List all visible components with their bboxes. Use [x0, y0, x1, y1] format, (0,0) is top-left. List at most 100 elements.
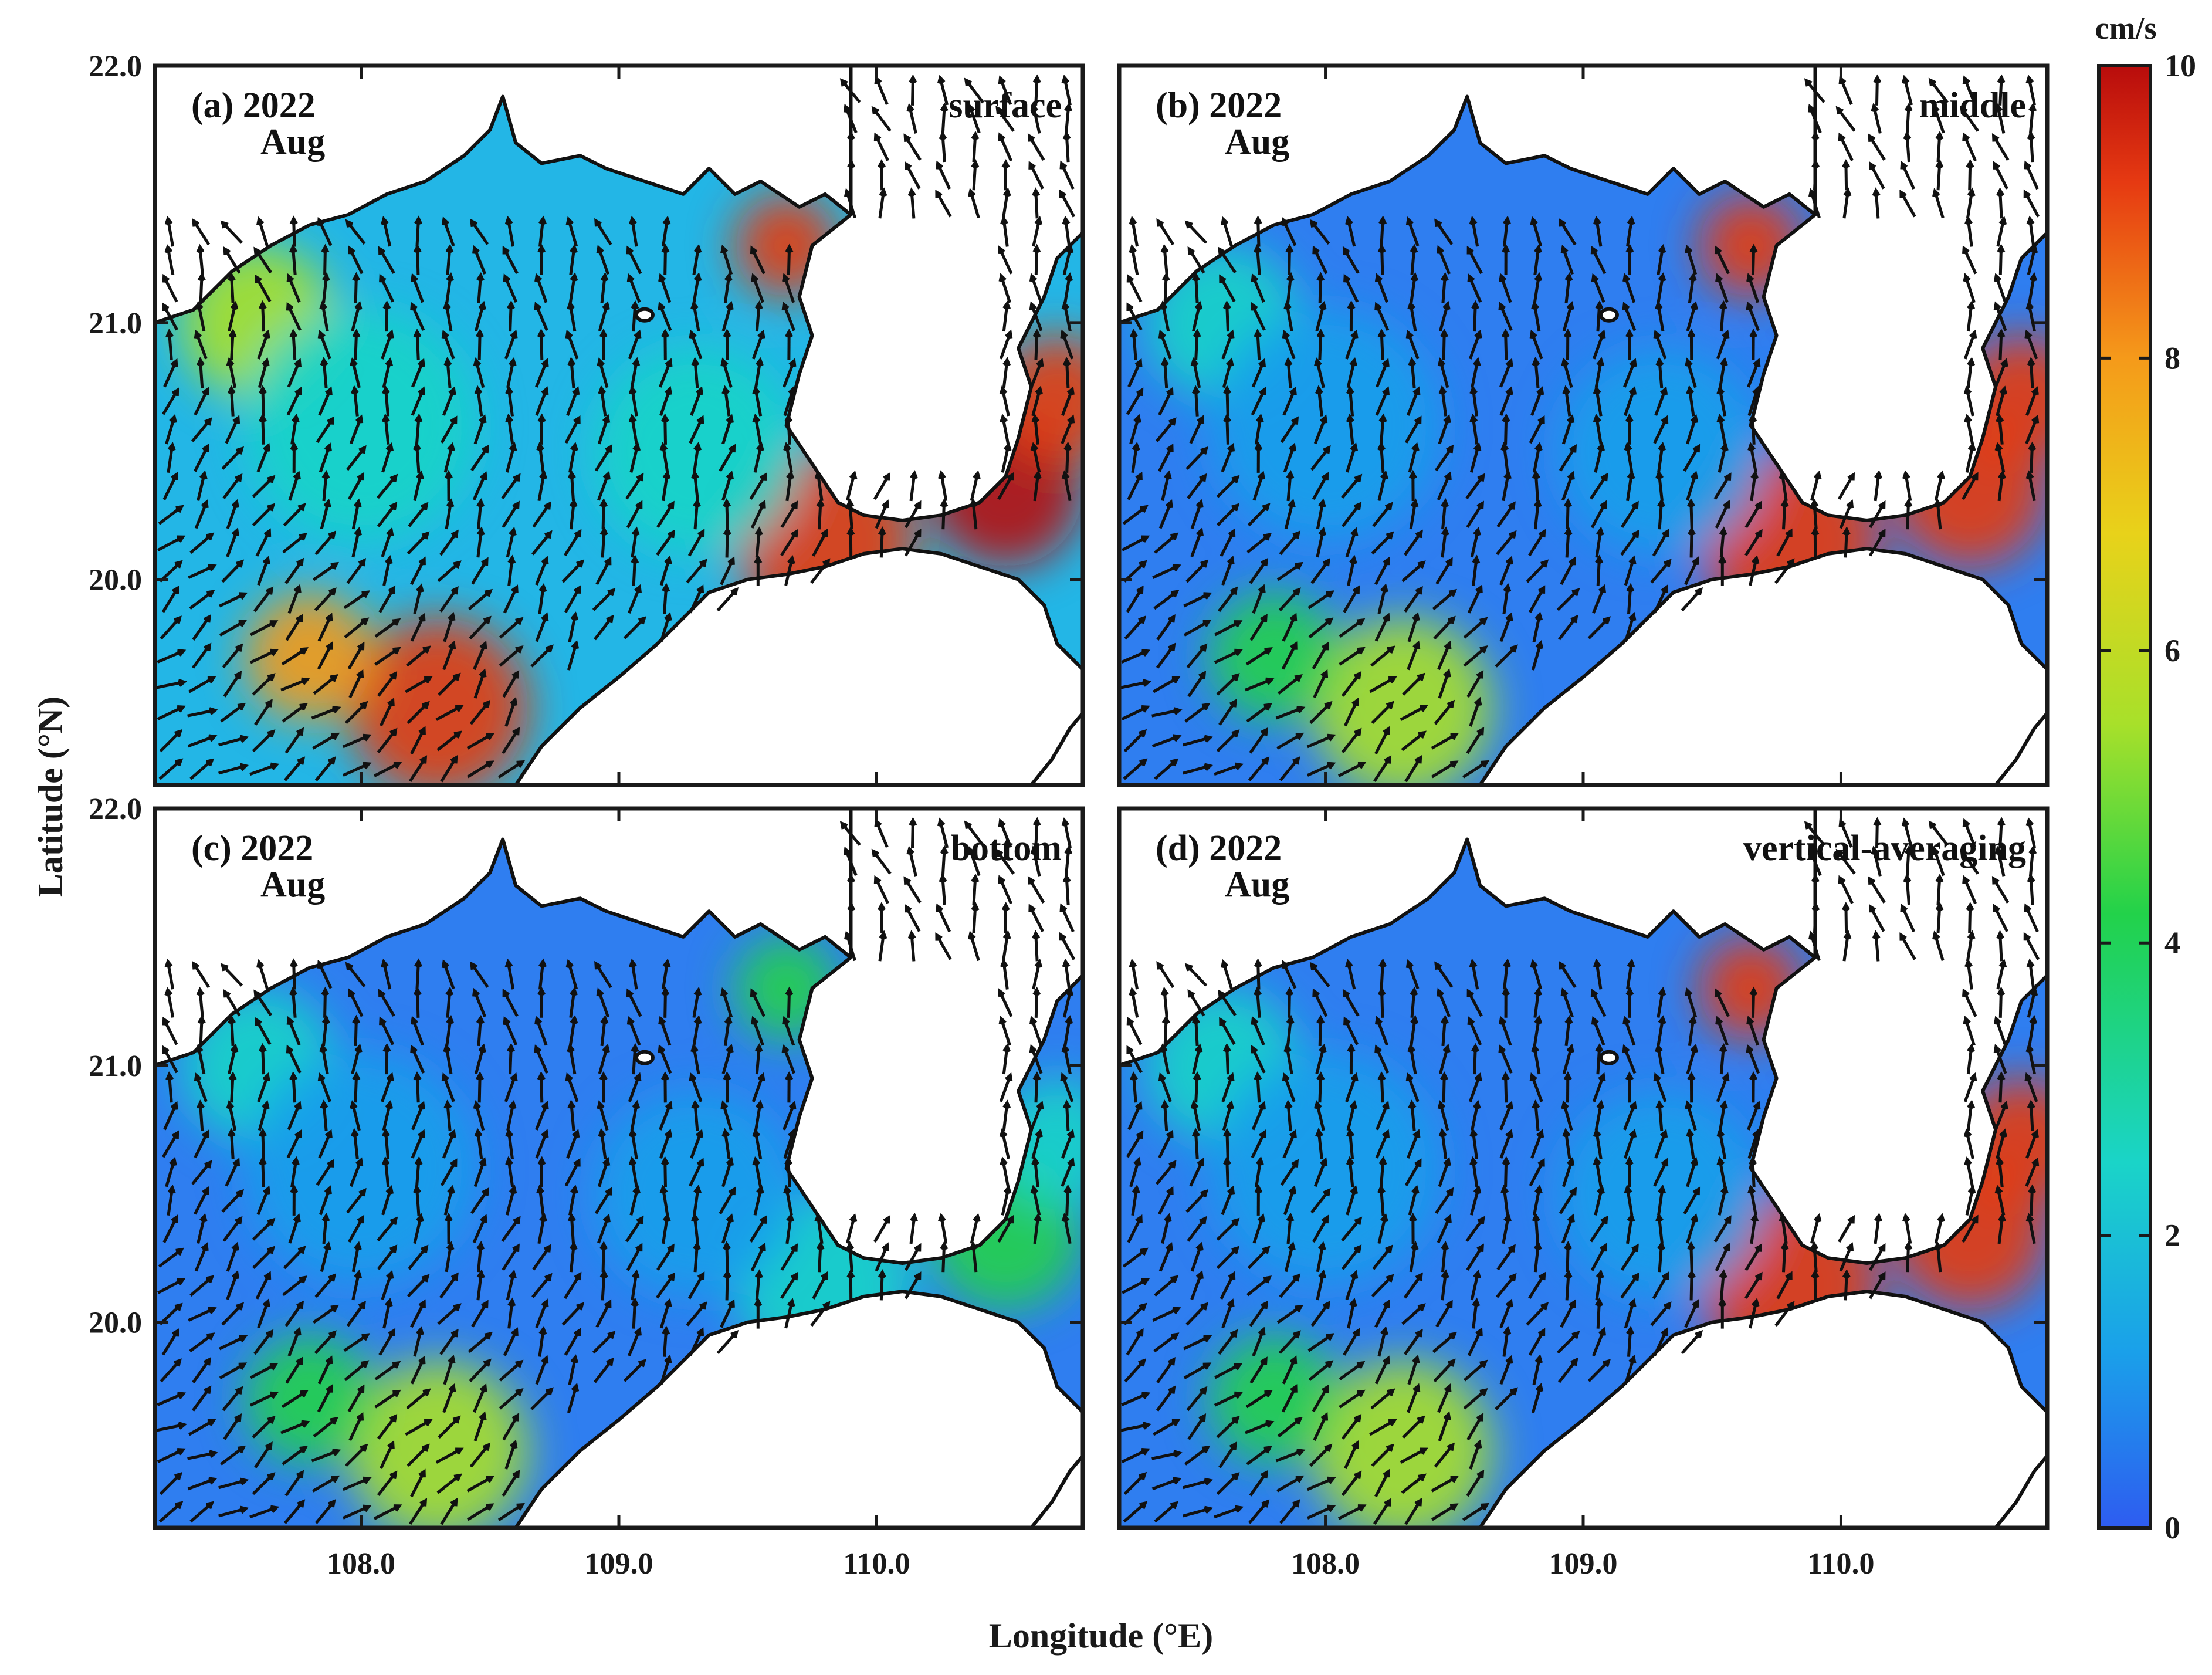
current-vector	[354, 275, 358, 303]
current-vector-head	[1346, 385, 1354, 394]
current-vector-head	[267, 503, 276, 512]
current-vector-head	[317, 960, 325, 969]
current-vector-head	[1719, 1269, 1727, 1278]
current-vector-head	[1996, 413, 2004, 423]
current-vector-head	[1324, 701, 1333, 709]
current-vector-head	[2000, 358, 2008, 367]
current-vector-head	[1309, 962, 1318, 970]
current-vector	[716, 588, 738, 612]
current-vector-head	[1184, 963, 1193, 972]
current-vector	[188, 1419, 215, 1436]
current-vector	[1654, 1131, 1667, 1159]
current-vector	[1183, 764, 1211, 775]
current-vector	[623, 617, 646, 639]
current-vector-head	[1231, 1416, 1240, 1424]
current-vector-head	[1133, 414, 1141, 424]
current-vector-head	[631, 1269, 640, 1278]
current-vector-head	[1628, 1354, 1637, 1364]
current-vector-head	[782, 273, 790, 282]
current-vector-head	[1901, 75, 1910, 84]
current-vector	[348, 248, 364, 275]
current-vector-head	[1203, 592, 1212, 600]
current-vector-head	[940, 498, 949, 507]
current-vector	[936, 163, 951, 190]
current-vector	[1064, 961, 1071, 990]
current-vector	[443, 1187, 454, 1216]
current-vector-head	[1407, 300, 1416, 310]
current-vector	[1030, 303, 1043, 331]
current-vector-head	[1231, 1217, 1240, 1226]
current-vector-head	[1476, 669, 1484, 679]
current-vector	[283, 504, 305, 527]
current-vector-head	[1499, 1016, 1507, 1025]
current-vector-head	[319, 300, 328, 310]
current-vector	[878, 190, 886, 219]
current-vector	[1153, 590, 1178, 610]
current-vector-head	[632, 1099, 641, 1109]
current-vector	[162, 304, 178, 331]
current-vector-head	[1475, 1327, 1483, 1336]
current-vector-head	[296, 1470, 304, 1479]
current-vector-head	[1723, 472, 1732, 481]
current-vector	[1061, 331, 1074, 360]
current-vector-head	[1687, 329, 1696, 338]
current-vector-head	[1158, 1072, 1166, 1082]
current-vector	[477, 501, 483, 530]
current-vector	[535, 1357, 548, 1385]
current-vector-head	[201, 1129, 209, 1139]
current-vector	[1622, 303, 1637, 331]
current-vector	[1248, 757, 1269, 781]
current-vector-head	[448, 612, 456, 621]
current-vector-head	[1629, 358, 1637, 367]
current-vector	[721, 1216, 733, 1244]
colorbar-tick-label: 2	[2164, 1218, 2180, 1253]
current-vector-head	[389, 727, 398, 736]
current-vector	[2029, 360, 2034, 388]
current-vector-head	[632, 1185, 641, 1194]
current-vector-head	[1534, 611, 1543, 621]
current-vector	[317, 962, 333, 989]
current-vector	[384, 416, 390, 445]
current-vector	[1439, 360, 1449, 388]
current-vector-head	[1999, 385, 2007, 395]
current-vector	[1561, 1216, 1574, 1244]
current-vector	[999, 77, 1012, 106]
current-vector-head	[1142, 679, 1152, 687]
current-vector-head	[1779, 1213, 1787, 1222]
current-vector-head	[1434, 961, 1442, 970]
current-vector	[1556, 1332, 1579, 1354]
current-vector	[935, 191, 952, 218]
current-vector	[1185, 221, 1208, 244]
current-vector-head	[1412, 386, 1421, 395]
current-vector-head	[1002, 187, 1011, 197]
current-vector	[1657, 275, 1665, 304]
current-vector	[257, 1074, 269, 1102]
current-vector	[1929, 79, 1949, 104]
current-vector-head	[1321, 641, 1329, 651]
current-vector-head	[1437, 1100, 1446, 1109]
current-vector-head	[1537, 1158, 1545, 1167]
current-vector-head	[1503, 958, 1511, 967]
current-vector-head	[2026, 215, 2035, 225]
current-vector	[1248, 1500, 1269, 1524]
current-vector-head	[197, 272, 206, 282]
current-vector	[1122, 1278, 1148, 1294]
current-vector	[1751, 1159, 1756, 1187]
current-vector-head	[1747, 442, 1756, 451]
current-vector	[1587, 1360, 1610, 1382]
current-vector	[1065, 444, 1069, 473]
current-vector	[787, 1159, 791, 1187]
current-vector	[1686, 303, 1697, 331]
current-vector	[564, 587, 581, 613]
current-vector-head	[1062, 958, 1071, 968]
current-vector	[940, 1215, 948, 1244]
current-vector-head	[507, 1297, 516, 1307]
current-vector	[1780, 1215, 1788, 1244]
current-vector-head	[293, 1213, 301, 1223]
current-vector	[689, 586, 704, 614]
current-vector	[158, 505, 183, 525]
current-vector	[415, 331, 420, 360]
current-vector-head	[537, 1071, 546, 1081]
current-vector-head	[1503, 583, 1512, 593]
current-vector	[1626, 1216, 1634, 1244]
